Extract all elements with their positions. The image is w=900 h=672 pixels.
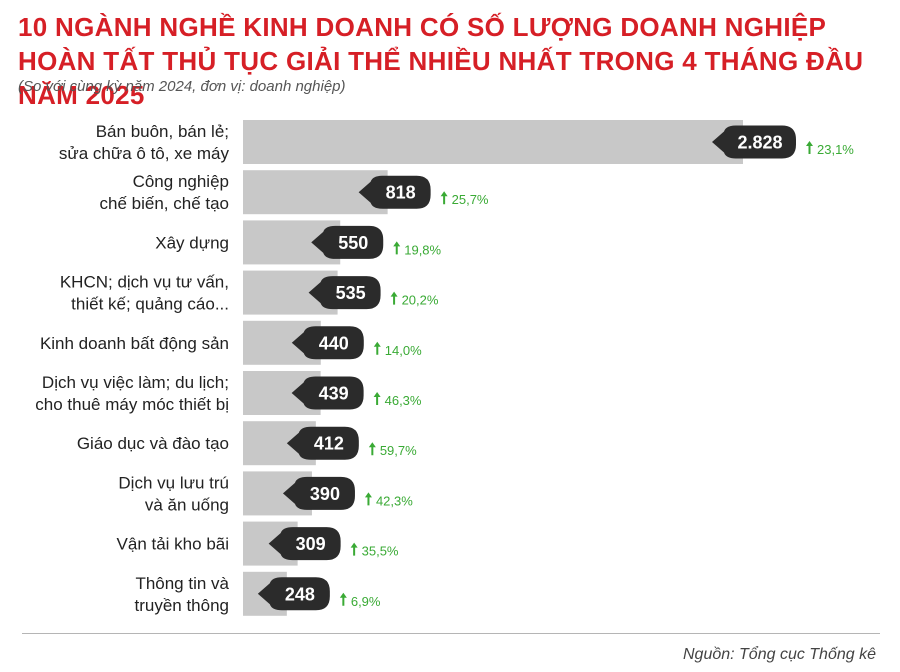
growth-label: 20,2% <box>402 293 439 308</box>
value-label: 440 <box>319 333 349 353</box>
category-label: và ăn uống <box>145 495 229 514</box>
category-label: thiết kế; quảng cáo... <box>71 295 229 314</box>
up-arrow-icon <box>373 341 381 355</box>
category-label: truyền thông <box>134 596 229 615</box>
growth-label: 35,5% <box>362 544 399 559</box>
bar-row: Dịch vụ lưu trú và ăn uống 390 42,3% <box>118 471 413 516</box>
growth-label: 59,7% <box>380 443 417 458</box>
value-label: 550 <box>338 233 368 253</box>
value-bubble <box>286 426 359 460</box>
category-label: Giáo dục và đào tạo <box>77 434 229 453</box>
value-label: 248 <box>285 584 315 604</box>
value-bubble <box>291 376 364 410</box>
growth-label: 42,3% <box>376 493 413 508</box>
category-label: Vận tải kho bãi <box>117 535 229 554</box>
chart-subtitle: (So với cùng kỳ năm 2024, đơn vị: doanh … <box>18 78 346 95</box>
value-label: 390 <box>310 484 340 504</box>
value-label: 818 <box>386 183 416 203</box>
up-arrow-icon <box>339 592 347 606</box>
chart-title: 10 NGÀNH NGHỀ KINH DOANH CÓ SỐ LƯỢNG DOA… <box>18 12 864 110</box>
footer-divider <box>22 633 880 634</box>
category-label: cho thuê máy móc thiết bị <box>35 395 229 414</box>
up-arrow-icon <box>368 442 376 456</box>
growth-label: 23,1% <box>817 142 854 157</box>
value-bubble <box>291 326 364 360</box>
bar-row: Xây dựng 550 19,8% <box>155 220 442 265</box>
bar-row: KHCN; dịch vụ tư vấn, thiết kế; quảng cáo… <box>60 270 439 315</box>
bar-row: Bán buôn, bán lẻ; sửa chữa ô tô, xe máy 2.… <box>59 120 854 164</box>
value-bubble <box>282 476 355 510</box>
category-label: KHCN; dịch vụ tư vấn, <box>60 273 229 292</box>
value-label: 412 <box>314 434 344 454</box>
bar-row: Kinh doanh bất động sản 440 14,0% <box>40 320 422 365</box>
bar-row: Công nghiệp chế biến, chế tạo 818 25,7% <box>100 170 489 215</box>
growth-label: 25,7% <box>452 192 489 207</box>
growth-label: 19,8% <box>404 242 441 257</box>
bar-row: Thông tin và truyền thông 248 6,9% <box>134 571 381 616</box>
value-bubble <box>308 276 381 310</box>
category-label: sửa chữa ô tô, xe máy <box>59 144 230 163</box>
bar-row: Dịch vụ việc làm; du lịch; cho thuê máy m… <box>35 371 422 415</box>
bar-chart: Bán buôn, bán lẻ; sửa chữa ô tô, xe máy 2.… <box>35 120 854 616</box>
value-bubble <box>268 527 341 561</box>
category-label: Dịch vụ việc làm; du lịch; <box>42 373 229 392</box>
growth-label: 6,9% <box>351 594 381 609</box>
value-label: 309 <box>296 534 326 554</box>
bar <box>243 120 743 164</box>
category-label: Dịch vụ lưu trú <box>118 473 229 492</box>
growth-label: 14,0% <box>385 343 422 358</box>
category-label: Kinh doanh bất động sản <box>40 334 229 353</box>
value-bubble <box>257 577 330 611</box>
value-label: 535 <box>336 283 366 303</box>
value-bubble <box>358 175 431 209</box>
growth-label: 46,3% <box>385 393 422 408</box>
category-label: Công nghiệp <box>133 172 229 191</box>
category-label: Thông tin và <box>135 574 229 593</box>
category-label: Bán buôn, bán lẻ; <box>96 122 229 141</box>
value-bubble <box>311 225 384 259</box>
value-bubble <box>712 125 796 159</box>
up-arrow-icon <box>393 241 401 255</box>
up-arrow-icon <box>373 392 381 405</box>
up-arrow-icon <box>350 542 358 556</box>
category-label: chế biến, chế tạo <box>100 194 229 213</box>
bar-row: Giáo dục và đào tạo 412 59,7% <box>77 421 417 466</box>
up-arrow-icon <box>806 141 813 154</box>
bar-row: Vận tải kho bãi 309 35,5% <box>117 521 399 566</box>
up-arrow-icon <box>440 191 448 205</box>
value-label: 2.828 <box>737 133 782 153</box>
up-arrow-icon <box>364 492 372 506</box>
value-label: 439 <box>319 384 349 404</box>
category-label: Xây dựng <box>155 233 229 252</box>
source-note: Nguồn: Tổng cục Thống kê <box>682 646 876 663</box>
up-arrow-icon <box>390 291 398 305</box>
